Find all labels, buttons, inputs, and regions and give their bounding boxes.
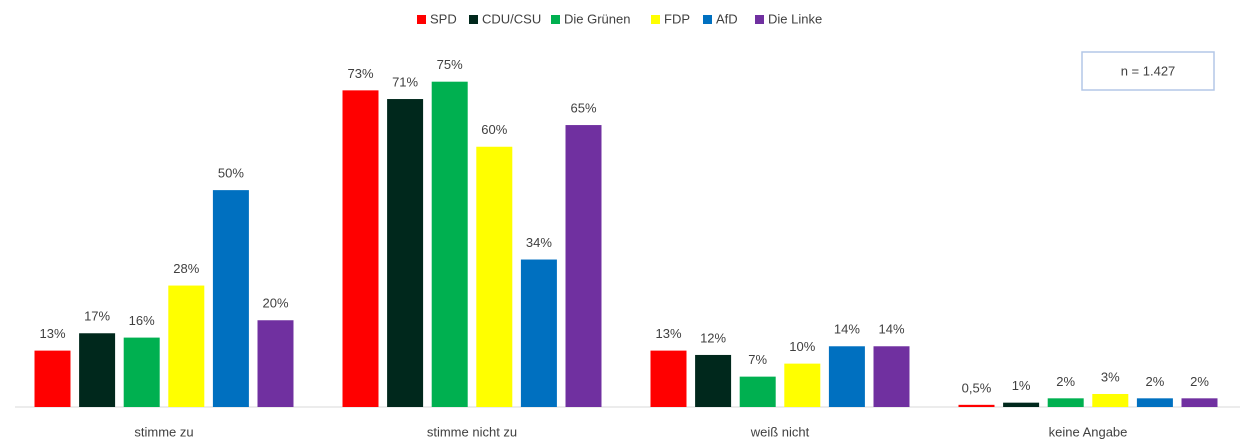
data-label: 28% [173,261,199,276]
legend-label: SPD [430,11,457,26]
bar [828,346,865,407]
legend-swatch [651,15,660,24]
data-label: 13% [655,326,681,341]
data-label: 17% [84,309,110,324]
data-label: 12% [700,330,726,345]
bar [387,99,424,407]
legend-swatch [469,15,478,24]
data-label: 7% [748,352,767,367]
bar [1136,398,1173,407]
bar [34,350,71,407]
annotation-box [1081,51,1215,91]
data-label: 13% [39,326,65,341]
legend-swatch [417,15,426,24]
legend-swatch [755,15,764,24]
legend-label: CDU/CSU [482,11,541,26]
bar [257,320,294,407]
data-label: 1% [1012,378,1031,393]
data-label: 0,5% [962,380,992,395]
bar [1181,398,1218,407]
x-tick-label: weiß nicht [750,424,810,439]
bar [79,333,116,407]
data-label: 65% [570,101,596,116]
bar [739,376,776,407]
x-tick-label: keine Angabe [1049,424,1128,439]
bar [1092,393,1129,407]
x-tick-label: stimme zu [134,424,193,439]
data-label: 14% [834,322,860,337]
data-label: 2% [1056,374,1075,389]
data-label: 2% [1146,374,1165,389]
x-tick-label: stimme nicht zu [427,424,517,439]
legend-label: Die Grünen [564,11,630,26]
legend-label: Die Linke [768,11,822,26]
bar [650,350,687,407]
bar [342,90,379,408]
bar [431,81,468,407]
bar [476,146,513,407]
data-label: 2% [1190,374,1209,389]
bar [1003,402,1040,407]
data-label: 20% [262,296,288,311]
data-label: 10% [789,339,815,354]
legend-swatch [551,15,560,24]
data-label: 16% [129,313,155,328]
data-label: 34% [526,235,552,250]
bar [168,285,205,407]
bar [958,404,995,407]
data-label: 60% [481,122,507,137]
bar [123,337,160,407]
bar [784,363,821,407]
data-label: 75% [437,57,463,72]
bar [212,190,249,407]
legend-swatch [703,15,712,24]
annotation: n = 1.427 [1121,63,1176,78]
data-label: 71% [392,74,418,89]
data-label: 14% [878,322,904,337]
bar [695,354,732,407]
legend-label: AfD [716,11,738,26]
bar [1047,398,1084,407]
legend-label: FDP [664,11,690,26]
bar [873,346,910,407]
data-label: 50% [218,166,244,181]
bar [565,125,602,407]
bar [520,259,557,407]
data-label: 3% [1101,369,1120,384]
data-label: 73% [347,66,373,81]
